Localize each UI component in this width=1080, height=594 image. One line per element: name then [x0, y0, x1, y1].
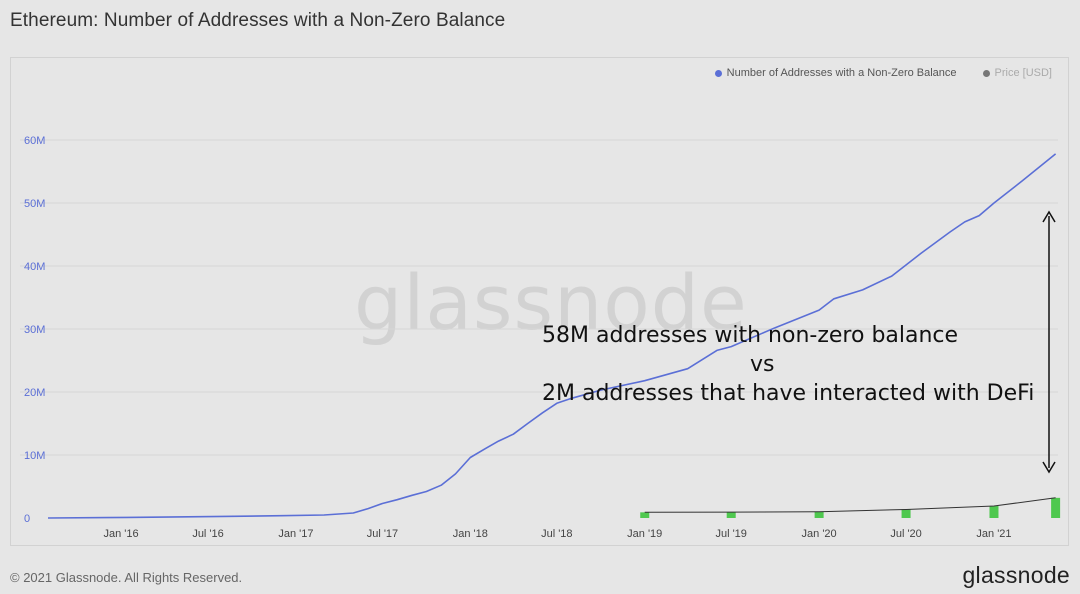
x-tick-label: Jan '19: [627, 528, 662, 540]
y-tick-label: 20M: [24, 387, 45, 399]
legend-label-price: Price [USD]: [994, 67, 1052, 79]
legend-item-price[interactable]: Price [USD]: [982, 67, 1052, 79]
y-tick-label: 40M: [24, 261, 45, 273]
annotation-text: 58M addresses with non-zero balance vs 2…: [520, 321, 1080, 408]
annotation-line-3: 2M addresses that have interacted with D…: [542, 381, 1035, 406]
watermark: glassnode: [354, 258, 748, 347]
defi-bar: [814, 511, 824, 518]
defi-bar: [901, 509, 911, 518]
defi-bar: [640, 512, 650, 518]
defi-bar: [989, 506, 999, 518]
x-tick-label: Jan '21: [976, 528, 1011, 540]
x-tick-label: Jul '19: [715, 528, 746, 540]
legend-item-addresses[interactable]: Number of Addresses with a Non-Zero Bala…: [714, 67, 957, 79]
footer-logo: glassnode: [962, 562, 1070, 588]
y-tick-label: 30M: [24, 324, 45, 336]
y-tick-label: 0: [24, 513, 30, 525]
chart-panel: Number of Addresses with a Non-Zero Bala…: [10, 57, 1069, 546]
x-tick-label: Jan '17: [278, 528, 313, 540]
legend-dot-addresses: [714, 69, 722, 77]
chart-legend: Number of Addresses with a Non-Zero Bala…: [714, 67, 1052, 79]
y-tick-label: 60M: [24, 135, 45, 147]
x-tick-label: Jan '16: [104, 528, 139, 540]
x-tick-label: Jul '18: [541, 528, 572, 540]
series-line-addresses: [47, 153, 1057, 519]
legend-dot-price: [982, 69, 990, 77]
x-tick-label: Jan '20: [802, 528, 837, 540]
annotation-arrow-head-bottom: [1042, 461, 1056, 474]
legend-label-addresses: Number of Addresses with a Non-Zero Bala…: [726, 67, 957, 79]
defi-bar: [1051, 497, 1061, 518]
series-line-defi: [644, 497, 1056, 513]
page-title: Ethereum: Number of Addresses with a Non…: [10, 10, 506, 31]
y-tick-label: 50M: [24, 198, 45, 210]
x-tick-label: Jul '16: [192, 528, 223, 540]
annotation-line-2: vs: [750, 352, 775, 377]
x-tick-label: Jul '20: [890, 528, 921, 540]
defi-bar: [726, 512, 736, 518]
x-tick-label: Jan '18: [453, 528, 488, 540]
copyright-text: © 2021 Glassnode. All Rights Reserved.: [10, 570, 243, 585]
x-tick-label: Jul '17: [367, 528, 398, 540]
annotation-line-1: 58M addresses with non-zero balance: [542, 323, 959, 348]
annotation-arrow-head-top: [1042, 210, 1056, 223]
y-tick-label: 10M: [24, 450, 45, 462]
